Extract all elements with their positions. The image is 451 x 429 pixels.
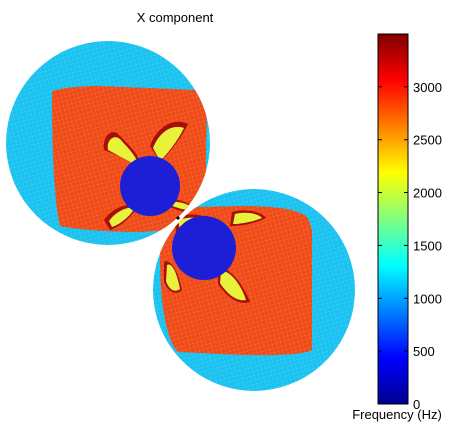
colorbar-label: Frequency (Hz) <box>352 407 442 422</box>
colorbar-tick-label: 500 <box>413 344 435 359</box>
heatmap-plot <box>6 41 355 391</box>
core-region <box>172 216 236 280</box>
colorbar-gradient <box>377 33 409 405</box>
colorbar-tick-label: 1500 <box>413 238 442 253</box>
petal-region <box>233 212 262 224</box>
colorbar: 0 500 1000 1500 2000 2500 3000 Frequency (Hz) <box>352 33 442 422</box>
core-region <box>120 156 180 216</box>
colorbar-tick-label: 2000 <box>413 186 442 201</box>
chart-title: X component <box>137 10 214 25</box>
bottom-disc <box>153 189 355 391</box>
petal-region <box>220 270 246 301</box>
colorbar-tick-label: 0 <box>413 397 420 412</box>
petal-region <box>166 264 180 291</box>
petal-region <box>109 207 135 227</box>
petal-region <box>153 126 184 161</box>
top-disc <box>6 41 210 245</box>
colorbar-ticks: 0 500 1000 1500 2000 2500 3000 <box>378 80 442 412</box>
contact-point <box>176 216 180 220</box>
colorbar-tick-label: 3000 <box>413 80 442 95</box>
petal-region <box>107 137 138 166</box>
colorbar-tick-label: 1000 <box>413 291 442 306</box>
colorbar-tick-label: 2500 <box>413 133 442 148</box>
